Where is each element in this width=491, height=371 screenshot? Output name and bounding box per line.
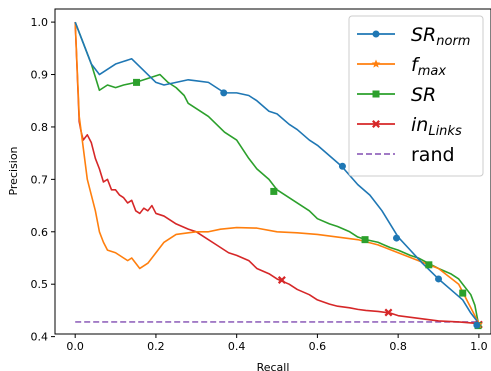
- x-tick-label: 0.0: [66, 340, 84, 353]
- legend-label: rand: [411, 144, 455, 166]
- series-marker-0: [393, 234, 401, 242]
- y-tick-label: 0.9: [31, 69, 49, 82]
- y-axis-label: Precision: [7, 146, 20, 195]
- legend-label: SR: [411, 84, 436, 106]
- series-marker-0: [473, 321, 481, 329]
- legend-label: SRnorm: [411, 24, 470, 49]
- y-tick-label: 0.6: [31, 226, 49, 239]
- x-axis-label: Recall: [257, 361, 290, 371]
- y-tick-label: 1.0: [31, 16, 49, 29]
- legend: SRnorm fmax SR inLinks rand: [348, 15, 484, 177]
- series-marker-2: [270, 187, 278, 195]
- y-tick-label: 0.8: [31, 121, 49, 134]
- series-marker-2: [361, 236, 369, 244]
- y-axis-ticks: 0.4 0.5 0.6 0.7 0.8 0.9 1.0: [31, 16, 55, 344]
- series-line-0: [74, 21, 480, 325]
- series-line-3: [74, 22, 479, 325]
- series-marker-2: [133, 78, 141, 86]
- plot-frame: [54, 8, 491, 335]
- legend-marker: [372, 120, 380, 128]
- series-marker-0: [435, 275, 443, 283]
- x-tick-label: 1.0: [470, 340, 488, 353]
- legend-label: fmax: [411, 54, 446, 79]
- series-marker-2: [425, 261, 433, 269]
- legend-marker: [371, 59, 381, 68]
- legend-marker: [372, 30, 380, 38]
- series-markers: [133, 78, 483, 330]
- series-marker-0: [338, 162, 346, 170]
- x-tick-label: 0.6: [309, 340, 327, 353]
- series-marker-2: [459, 289, 467, 297]
- series-marker-0: [220, 89, 228, 97]
- x-tick-label: 0.2: [147, 340, 165, 353]
- legend-box: [348, 15, 484, 177]
- y-tick-label: 0.7: [31, 173, 49, 186]
- series-line-1: [74, 22, 480, 324]
- x-tick-label: 0.4: [228, 340, 246, 353]
- series-marker-3: [384, 308, 393, 317]
- x-tick-label: 0.8: [389, 340, 407, 353]
- legend-label: inLinks: [411, 114, 462, 139]
- y-tick-label: 0.4: [31, 331, 49, 344]
- x-axis-ticks: 0.0 0.2 0.4 0.6 0.8 1.0: [66, 334, 488, 353]
- series-marker-3: [277, 276, 286, 284]
- y-tick-label: 0.5: [31, 278, 49, 291]
- legend-marker: [372, 90, 380, 98]
